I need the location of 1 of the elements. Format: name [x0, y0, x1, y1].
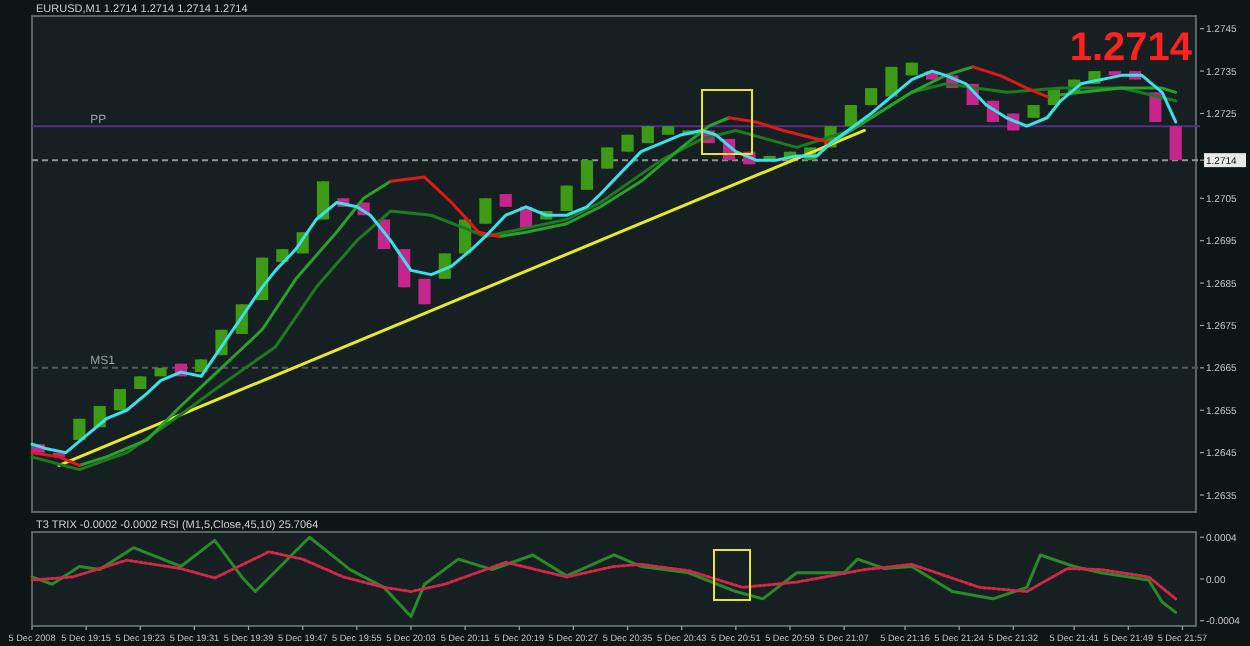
annotation: 1.2714: [1069, 26, 1194, 70]
